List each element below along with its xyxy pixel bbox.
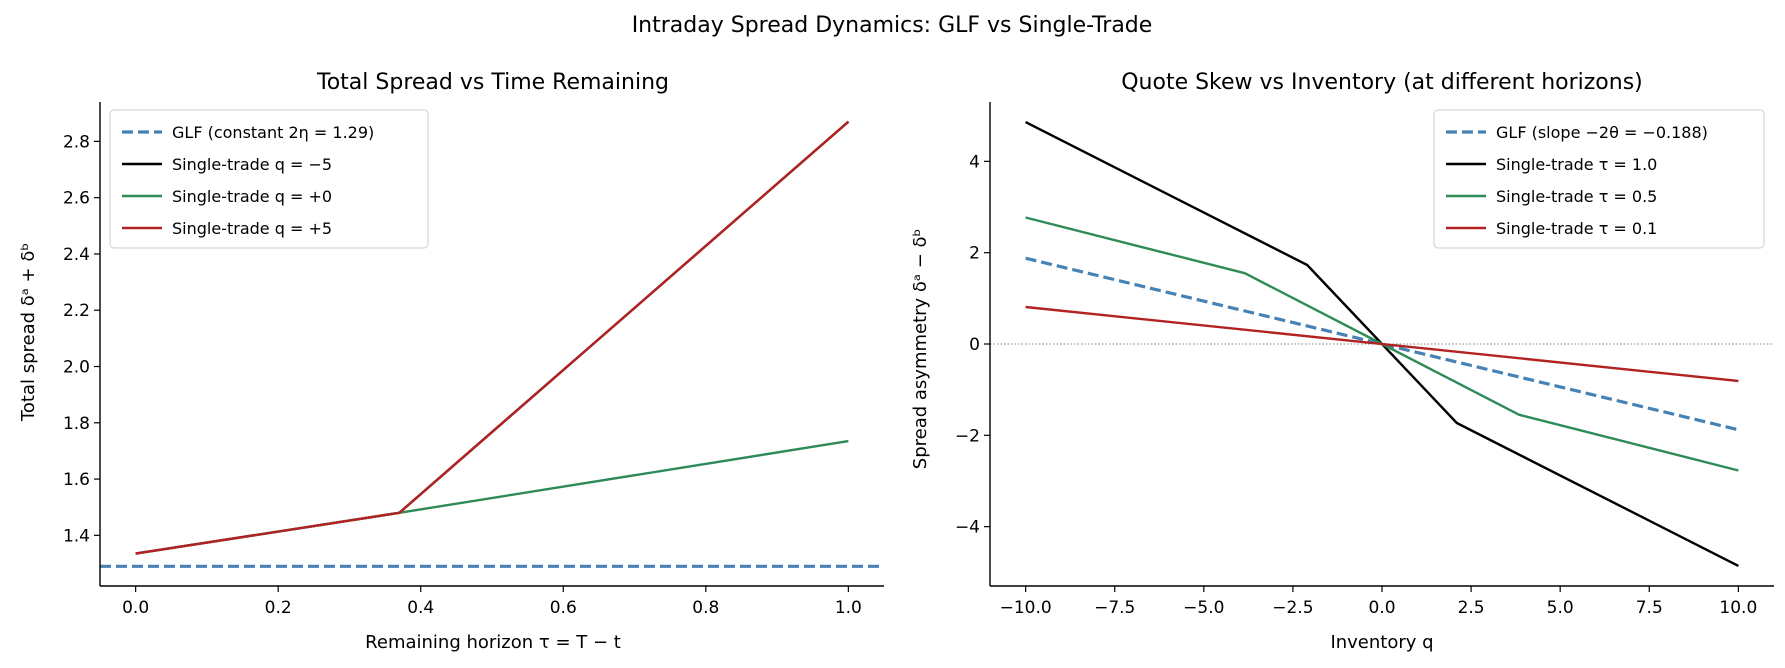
y-tick-label: 0: [969, 335, 980, 355]
x-tick-label: 0.6: [550, 598, 577, 618]
axes: [99, 102, 884, 587]
legend-entry: Single-trade τ = 0.5: [1496, 187, 1657, 206]
series-line: [1025, 256, 1739, 432]
y-tick-label: 2.0: [63, 358, 90, 378]
legend-entry: Single-trade q = +5: [172, 219, 332, 238]
y-tick-label: −2: [955, 426, 980, 446]
y-tick-label: 1.4: [63, 526, 90, 546]
x-tick-label: −10.0: [1000, 598, 1052, 618]
legend-entry: Single-trade τ = 0.1: [1496, 219, 1657, 238]
legend-box: [109, 109, 429, 249]
legend: GLF (constant 2η = 1.29) Single-trade q =…: [109, 109, 429, 249]
x-tick-label: 0.8: [692, 598, 719, 618]
legend-entry: GLF (slope −2θ = −0.188): [1496, 123, 1708, 142]
y-tick-label: 1.6: [63, 470, 90, 490]
x-axis-label: Inventory q: [1330, 632, 1433, 653]
series-line: [135, 120, 850, 555]
x-axis-label: Remaining horizon τ = T − t: [365, 632, 621, 653]
legend-entry: Single-trade τ = 1.0: [1496, 155, 1657, 174]
series-lines: [100, 120, 884, 568]
x-tick-label: 0.0: [1368, 598, 1395, 618]
x-tick-label: 5.0: [1547, 598, 1574, 618]
x-tick-label: 0.4: [407, 598, 434, 618]
suptitle: Intraday Spread Dynamics: GLF vs Single-…: [632, 13, 1153, 38]
x-tick-label: −2.5: [1272, 598, 1313, 618]
x-tick-label: 0.2: [265, 598, 292, 618]
y-tick-label: 2.6: [63, 189, 90, 209]
ticks: 0.0 0.2 0.4 0.6 0.8 1.0 1.4 1.6 1.8 2.0 2.2 2.4 2.6 2…: [63, 132, 862, 618]
legend-box: [1433, 109, 1765, 249]
y-axis-label: Total spread δᵃ + δᵇ: [18, 243, 39, 422]
ticks: −10.0 −7.5 −5.0 −2.5 0.0 2.5 5.0 7.5 10.0 −4 −2 0 2 4: [955, 152, 1757, 618]
x-tick-label: 10.0: [1719, 598, 1757, 618]
y-tick-label: −4: [955, 518, 980, 538]
y-tick-label: 2: [969, 244, 980, 264]
x-tick-label: −5.0: [1183, 598, 1224, 618]
y-tick-label: 2.2: [63, 301, 90, 321]
x-tick-label: 1.0: [835, 598, 862, 618]
axes: [989, 102, 1774, 587]
x-tick-label: 0.0: [122, 598, 149, 618]
y-tick-label: 4: [969, 152, 980, 172]
y-tick-label: 2.4: [63, 245, 90, 265]
panel-total-spread: Total Spread vs Time Remaining 0.0 0.2 0.4…: [18, 70, 884, 653]
legend: GLF (slope −2θ = −0.188) Single-trade τ =…: [1433, 109, 1765, 249]
x-tick-label: 7.5: [1636, 598, 1663, 618]
series-line: [1025, 305, 1739, 383]
y-tick-label: 1.8: [63, 414, 90, 434]
x-tick-label: −7.5: [1094, 598, 1135, 618]
panel-title: Quote Skew vs Inventory (at different ho…: [1121, 70, 1643, 95]
series-lines: [990, 121, 1774, 567]
legend-entry: GLF (constant 2η = 1.29): [172, 123, 374, 142]
x-tick-label: 2.5: [1458, 598, 1485, 618]
legend-entry: Single-trade q = +0: [172, 187, 332, 206]
y-axis-label: Spread asymmetry δᵃ − δᵇ: [910, 229, 931, 469]
y-tick-label: 2.8: [63, 132, 90, 152]
panel-title: Total Spread vs Time Remaining: [316, 70, 669, 95]
legend-entry: Single-trade q = −5: [172, 155, 332, 174]
panel-quote-skew: Quote Skew vs Inventory (at different ho…: [910, 70, 1774, 653]
